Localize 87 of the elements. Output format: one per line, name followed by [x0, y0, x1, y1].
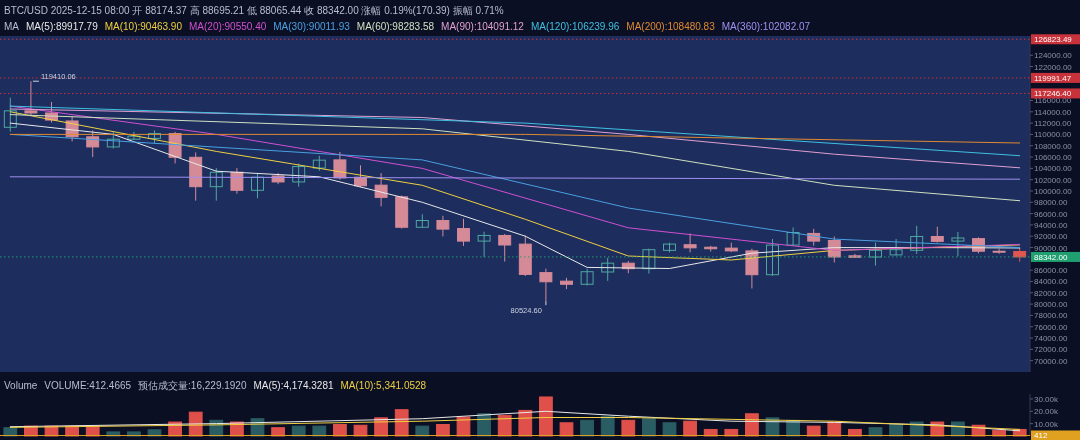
y-tick-label: 122000.00	[1034, 62, 1073, 72]
y-tick-label: 100000.00	[1034, 186, 1073, 196]
text: MA(5):4,174.3281	[253, 380, 334, 391]
bar	[415, 425, 430, 437]
bar	[600, 415, 615, 437]
y-tick-label: 78000.00	[1034, 311, 1068, 321]
y-tick-label: 84000.00	[1034, 277, 1068, 287]
y-tick-label: 80000.00	[1034, 300, 1068, 310]
bar	[291, 425, 306, 437]
candlestick	[477, 231, 491, 258]
candlestick	[3, 97, 17, 133]
candlestick	[766, 238, 779, 277]
y-tick-label: 110000.00	[1034, 130, 1072, 140]
bar	[333, 424, 347, 437]
y-tick-label: 74000.00	[1034, 334, 1068, 344]
text: MA(10):90463.90	[104, 21, 183, 32]
y-tick-label: 82000.00	[1034, 288, 1068, 298]
candlestick	[86, 129, 100, 158]
candlestick	[498, 233, 512, 263]
text: 预估成交量:16,229.1920	[138, 380, 247, 391]
line-series	[9, 417, 1021, 430]
candlestick	[374, 172, 388, 207]
ref-line-label: 88342.00	[1034, 252, 1068, 262]
candlestick	[580, 268, 594, 286]
y-tick-label: 70000.00	[1034, 356, 1068, 366]
bar	[353, 424, 368, 437]
text: MA(20):90550.40	[189, 21, 267, 32]
y-tick-label: 104000.00	[1034, 164, 1073, 174]
bar	[559, 422, 574, 437]
y-tick-label: 90000.00	[1034, 243, 1068, 253]
candlestick	[127, 131, 141, 141]
bar	[642, 418, 656, 437]
chart-title: BTC/USD 2025-12-15 08:00 开 88174.37 高 88695.21 低 88065.44 收 88342.00 涨幅 0.19%(170.39) 振幅 0.71%	[4, 5, 504, 16]
y-tick-label: 76000.00	[1034, 322, 1068, 332]
candlestick	[436, 215, 450, 237]
candlestick	[683, 232, 697, 253]
y-tick-label: 98000.00	[1034, 198, 1068, 208]
text: MA(60):98283.58	[356, 21, 435, 32]
candlestick	[869, 242, 882, 267]
candlestick	[601, 257, 615, 282]
y-tick-label: 114000.00	[1034, 107, 1072, 117]
y-tick-label: 116000.00	[1034, 96, 1072, 106]
y-tick-label: 106000.00	[1034, 153, 1073, 163]
ref-line-label: 119991.47	[1034, 73, 1072, 83]
ref-line-label: 126823.49	[1034, 35, 1073, 45]
bar	[806, 425, 821, 437]
y-tick-label: 108000.00	[1034, 141, 1073, 151]
y-tick-label: 72000.00	[1034, 345, 1068, 355]
candlestick	[209, 167, 223, 202]
y-tick-label: 94000.00	[1034, 220, 1068, 230]
candlestick	[910, 225, 924, 255]
y-tick-label: 92000.00	[1034, 232, 1068, 242]
text: MA(10):5,341.0528	[340, 380, 427, 391]
candlestick	[230, 167, 244, 195]
text: MA(5):89917.79	[26, 21, 99, 32]
text: MA(120):106239.96	[530, 21, 620, 32]
candlestick	[539, 268, 553, 302]
bar	[312, 425, 327, 437]
y-tick-label: 30.00k	[1034, 394, 1060, 404]
y-tick-label: 124000.00	[1034, 51, 1073, 61]
text: MA(30):90011.93	[273, 21, 351, 32]
text: MA(90):104091.12	[441, 21, 525, 32]
text: MA	[4, 21, 20, 32]
text: MA(200):108480.83	[626, 21, 716, 32]
y-tick-label: 102000.00	[1034, 175, 1073, 185]
y-tick-label: 20.00k	[1034, 407, 1060, 417]
y-tick-label: 86000.00	[1034, 266, 1068, 276]
candlestick	[889, 238, 903, 256]
ref-line-label: 117246.40	[1034, 89, 1072, 99]
bar	[436, 424, 450, 437]
ref-line-label: 412	[1034, 431, 1048, 440]
y-tick-label: 96000.00	[1034, 209, 1068, 219]
candlestick	[642, 248, 656, 275]
candlestick	[951, 231, 965, 257]
bar	[621, 419, 636, 437]
text: MA(360):102082.07	[721, 21, 811, 32]
bar	[580, 419, 594, 437]
chart-title: Volume	[4, 380, 38, 391]
y-tick-label: 10.00k	[1034, 419, 1060, 429]
candlestick	[457, 218, 470, 247]
text: VOLUME:412.4665	[44, 380, 132, 391]
bar	[539, 396, 553, 437]
bar	[683, 420, 697, 437]
candlestick	[24, 80, 38, 117]
y-tick-label: 112000.00	[1034, 119, 1072, 129]
candlestick	[786, 226, 800, 247]
bar	[662, 422, 677, 437]
